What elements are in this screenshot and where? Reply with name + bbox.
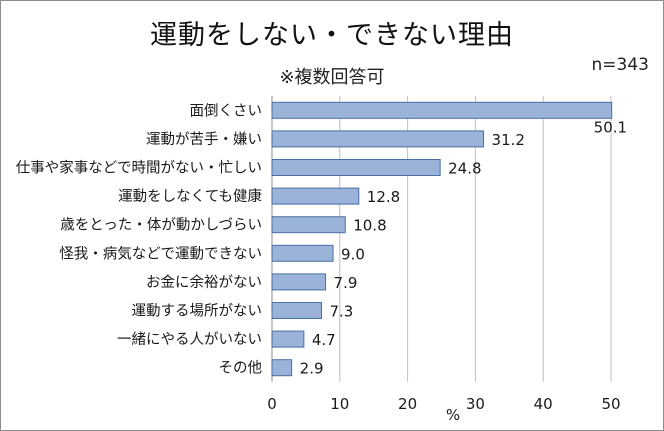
bar [271, 216, 346, 234]
value-label: 9.0 [341, 245, 365, 263]
value-label: 7.3 [329, 303, 353, 321]
category-label: 運動する場所がない [132, 303, 263, 320]
x-tick-labels: 0 10 20 30 40 50 [267, 395, 620, 413]
value-label: 31.2 [492, 131, 525, 149]
value-label: 4.7 [312, 331, 336, 349]
category-label: 仕事や家事などで時間がない・忙しい [16, 160, 262, 177]
chart-title: 運動をしない・できない理由 [150, 20, 514, 51]
category-labels: 面倒くさい運動が苦手・嫌い仕事や家事などで時間がない・忙しい運動をしなくても健康… [16, 102, 262, 376]
x-axis-title: % [446, 406, 460, 424]
category-label: その他 [219, 360, 263, 377]
x-tick-label: 10 [330, 395, 349, 413]
category-label: 運動をしなくても健康 [118, 188, 262, 205]
value-labels: 50.1 31.2 24.8 12.8 10.8 9.0 7.9 7.3 4.7 2.9 [300, 118, 627, 377]
bar [271, 330, 305, 348]
category-label: 一緒にやる人がいない [117, 331, 262, 348]
bar [271, 244, 334, 262]
value-label: 7.9 [334, 274, 358, 292]
value-label: 10.8 [353, 217, 386, 235]
bar [271, 101, 613, 119]
value-label: 2.9 [300, 360, 324, 378]
bar [271, 359, 293, 377]
bar [271, 159, 441, 176]
category-label: 運動が苦手・嫌い [146, 131, 262, 148]
value-label: 24.8 [448, 160, 481, 178]
value-label: 12.8 [367, 188, 400, 206]
x-tick-label: 50 [601, 395, 620, 413]
bar [271, 273, 327, 291]
x-tick-label: 40 [534, 395, 553, 413]
bar [271, 187, 360, 205]
x-tick-label: 0 [267, 395, 277, 413]
category-label: 面倒くさい [190, 102, 263, 119]
category-label: 歳をとった・体が動かしづらい [60, 217, 262, 234]
bars [271, 101, 613, 377]
value-label: 50.1 [594, 118, 627, 136]
category-label: 怪我・病気などで運動できない [59, 245, 262, 262]
chart-subtitle: ※複数回答可 [279, 67, 385, 88]
x-tick-label: 20 [398, 395, 417, 413]
bar [271, 302, 322, 319]
category-label: お金に余裕がない [146, 273, 262, 291]
bar [271, 130, 485, 148]
sample-size-label: n=343 [591, 55, 649, 75]
x-tick-label: 30 [466, 395, 485, 413]
